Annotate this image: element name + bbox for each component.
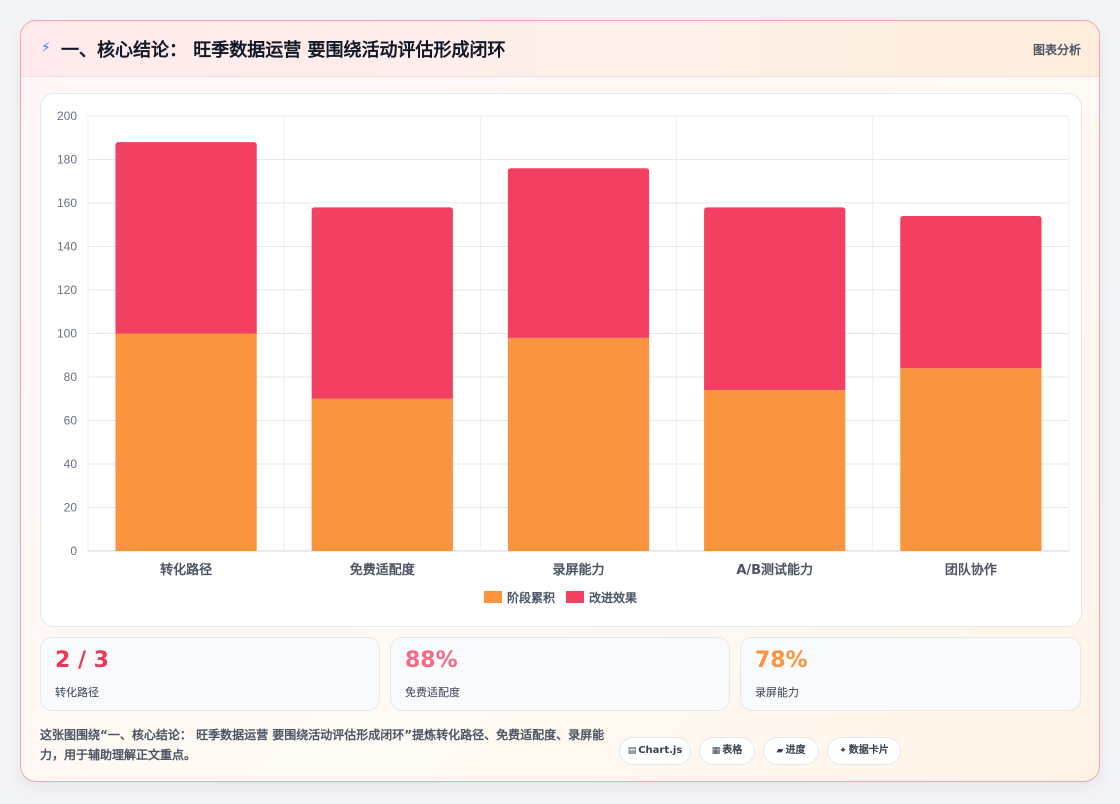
pill-data-card[interactable]: ✦ 数据卡片	[827, 737, 901, 765]
stat-card-conversion: 2 / 3 转化路径	[40, 637, 380, 711]
pill-progress[interactable]: ▰ 进度	[763, 737, 819, 765]
chart-description: 这张图围绕“一、核心结论： 旺季数据运营 要围绕活动评估形成闭环”提炼转化路径、…	[40, 728, 605, 762]
y-tick-label: 200	[57, 109, 77, 123]
stat-value: 88%	[405, 648, 458, 673]
y-tick-label: 100	[57, 327, 77, 341]
y-tick-label: 120	[57, 283, 77, 297]
stat-label: 免费适配度	[405, 686, 460, 699]
y-tick-label: 40	[64, 457, 78, 471]
header-tag: 图表分析	[1032, 43, 1081, 57]
pill-label: Chart.js	[638, 745, 683, 756]
y-tick-label: 140	[57, 240, 77, 254]
stat-value: 78%	[755, 648, 808, 673]
chart-icon: ▤	[627, 746, 637, 756]
stat-value: 2 / 3	[55, 648, 109, 673]
legend-label: 改进效果	[589, 590, 637, 605]
stacked-bar-chart: 0 20 40 60 80 100 120 140 160 180 200 转化路径 免费适配度 录屏能力…	[57, 109, 1070, 605]
y-tick-label: 160	[57, 196, 77, 210]
stat-card-recording: 78% 录屏能力	[740, 637, 1081, 711]
bar-segment	[704, 207, 846, 391]
legend-swatch	[566, 591, 584, 603]
stat-card-free-fit: 88% 免费适配度	[390, 637, 730, 711]
sparkle-icon: ✦	[839, 746, 847, 756]
y-tick-label: 20	[64, 501, 78, 515]
bar-segment	[704, 390, 846, 551]
bar-segment	[311, 398, 453, 551]
x-tick-label: 录屏能力	[552, 562, 604, 578]
x-tick-label: 团队协作	[945, 562, 997, 578]
pill-chartjs[interactable]: ▤ Chart.js	[619, 737, 691, 765]
chart-container: 0 20 40 60 80 100 120 140 160 180 200 转化路径 免费适配度 录屏能力…	[40, 93, 1082, 627]
table-icon: ▦	[711, 746, 721, 756]
legend-swatch	[484, 591, 502, 603]
y-tick-label: 80	[64, 370, 78, 384]
stat-label: 转化路径	[55, 686, 99, 699]
bar-segment	[900, 368, 1042, 551]
bar-segment	[115, 142, 257, 334]
progress-icon: ▰	[776, 746, 784, 756]
y-tick-label: 60	[64, 414, 78, 428]
legend-label: 阶段累积	[507, 590, 555, 605]
lightning-icon: ⚡	[41, 40, 51, 56]
pill-label: 进度	[785, 745, 806, 756]
bar-segment	[900, 216, 1042, 369]
chart-card: ⚡ 一、核心结论： 旺季数据运营 要围绕活动评估形成闭环 图表分析 0 20 40 6…	[20, 20, 1100, 782]
bar-segment	[507, 337, 650, 551]
x-tick-label: 免费适配度	[350, 562, 416, 578]
x-tick-label: A/B测试能力	[736, 562, 813, 578]
pill-label: 数据卡片	[848, 745, 889, 756]
y-tick-label: 0	[70, 544, 77, 558]
x-tick-label: 转化路径	[160, 562, 212, 578]
stat-label: 录屏能力	[755, 686, 799, 699]
card-header: ⚡ 一、核心结论： 旺季数据运营 要围绕活动评估形成闭环 图表分析	[21, 21, 1099, 77]
bar-segment	[115, 333, 257, 551]
bar-segment	[507, 168, 650, 338]
page-title: 一、核心结论： 旺季数据运营 要围绕活动评估形成闭环	[61, 40, 506, 61]
pill-table[interactable]: ▦ 表格	[699, 737, 755, 765]
y-tick-label: 180	[57, 153, 77, 167]
bar-segment	[311, 207, 453, 399]
pill-label: 表格	[722, 745, 743, 756]
